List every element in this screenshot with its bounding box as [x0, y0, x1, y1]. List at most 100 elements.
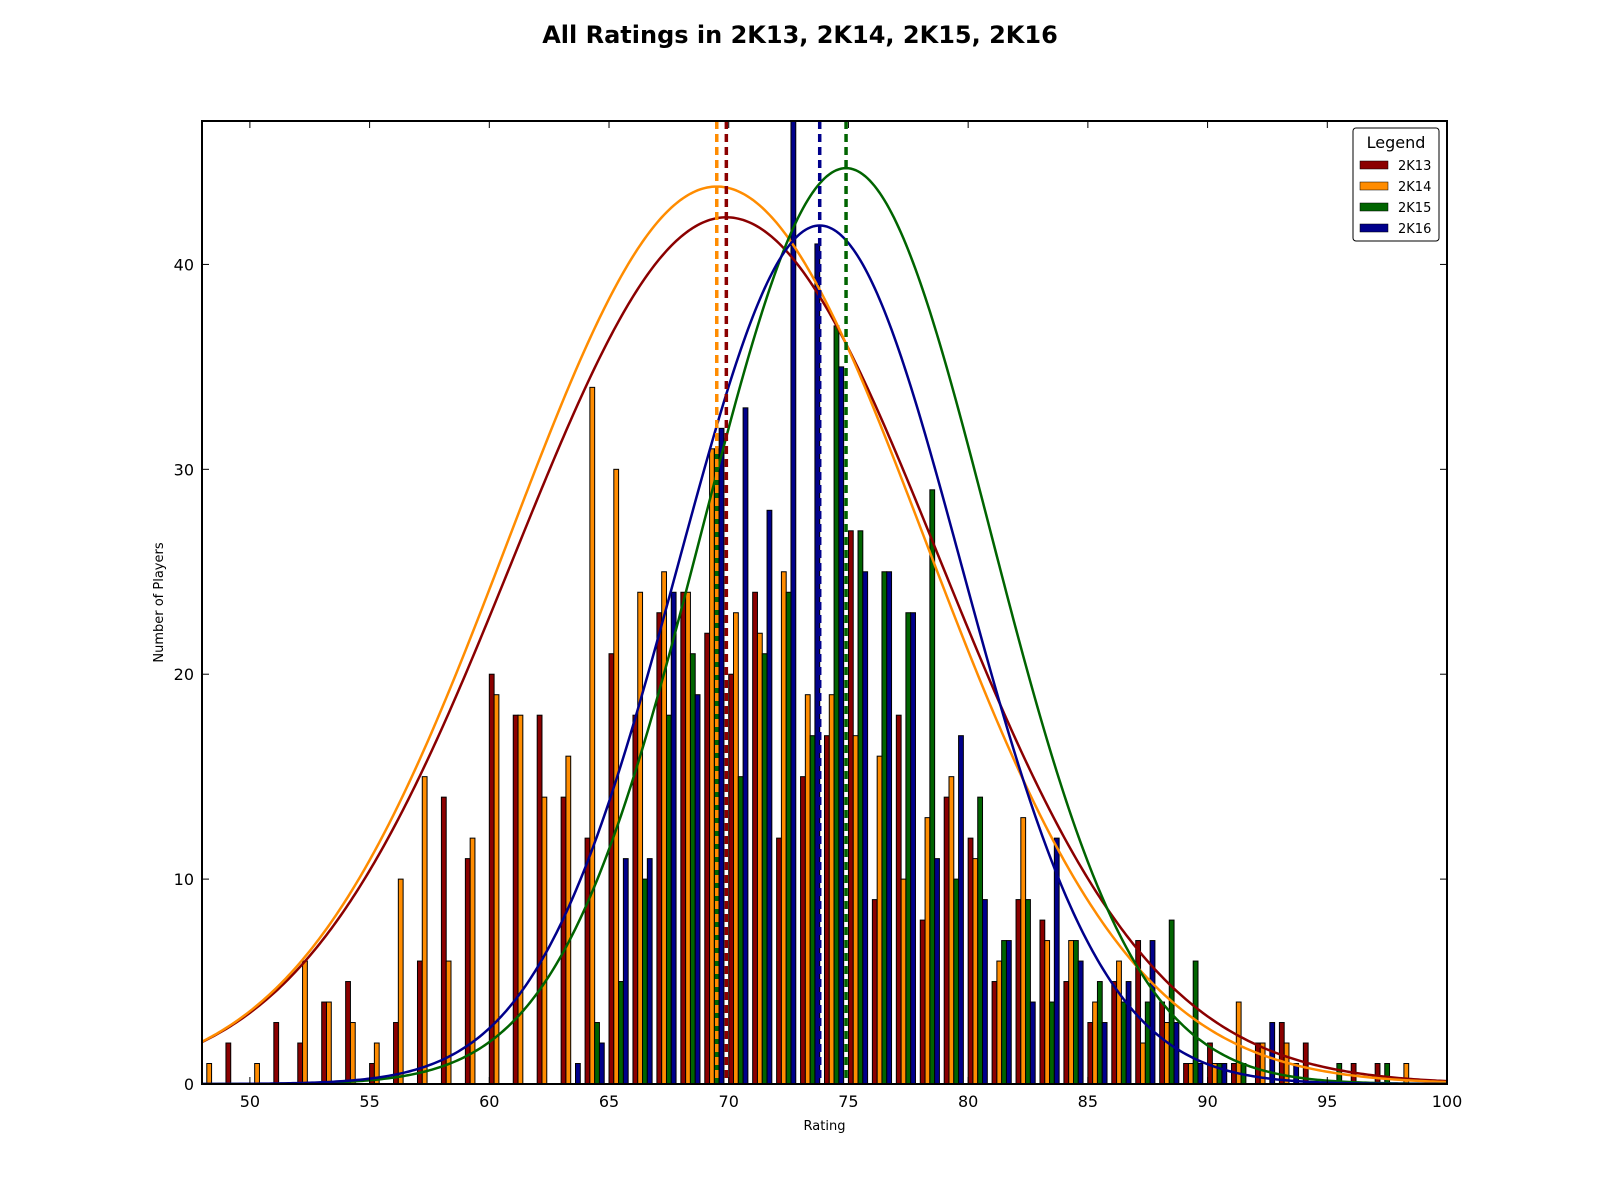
bar-2k14-rating-78: [924, 817, 931, 1084]
fit-curve-2k15: [202, 166, 1447, 1084]
bar-2k13-rating-61: [512, 714, 519, 1084]
legend-entry-2k13: 2K13: [1359, 159, 1431, 174]
bar-2k14-rating-60: [493, 694, 500, 1084]
bar-2k15-rating-73: [809, 735, 816, 1084]
bar-2k16-rating-84: [1077, 960, 1084, 1084]
bar-2k13-rating-78: [919, 919, 926, 1084]
bar-2k15-rating-85: [1096, 981, 1103, 1084]
bar-2k16-rating-79: [958, 735, 964, 1084]
bar-2k14-rating-61: [517, 714, 524, 1084]
bar-2k16-rating-63: [575, 1063, 581, 1084]
bar-2k16-rating-68: [694, 694, 701, 1084]
bar-2k13-rating-97: [1374, 1063, 1381, 1084]
bar-2k15-rating-72: [785, 591, 792, 1084]
bar-2k14-rating-64: [589, 386, 596, 1084]
bar-2k14-rating-50: [254, 1063, 260, 1084]
y-axis-ticks: 0 10 20 30 40: [174, 255, 1447, 1094]
bar-2k14-rating-76: [876, 755, 883, 1084]
bar-2k16-rating-77: [910, 612, 916, 1084]
bar-2k15-rating-75: [857, 530, 864, 1084]
bar-2k14-rating-92: [1259, 1042, 1266, 1084]
y-tick-label: 10: [174, 870, 194, 889]
bar-2k16-rating-64: [598, 1042, 605, 1084]
bar-2k16-rating-89: [1197, 1063, 1204, 1084]
bar-2k13-rating-53: [321, 1001, 327, 1084]
x-tick-label: 95: [1317, 1092, 1337, 1111]
bar-2k16-rating-69: [718, 427, 725, 1084]
x-tick-label: 60: [479, 1092, 499, 1111]
y-axis-label: Number of Players: [152, 542, 167, 662]
bar-2k13-rating-70: [728, 673, 735, 1084]
bar-2k13-rating-81: [991, 981, 998, 1084]
bar-2k14-rating-79: [948, 776, 955, 1084]
legend-label: 2K13: [1398, 159, 1431, 174]
legend-box: [1352, 127, 1440, 242]
bar-2k14-rating-70: [733, 612, 739, 1084]
legend-entry-2k15: 2K15: [1359, 201, 1431, 216]
bar-2k16-rating-90: [1221, 1063, 1228, 1084]
mean-lines-layer: [715, 121, 848, 1084]
fit-curve-2k13: [202, 216, 1447, 1083]
x-tick-label: 65: [599, 1092, 619, 1111]
bar-2k13-rating-57: [416, 960, 423, 1084]
bar-2k15-rating-74: [833, 325, 840, 1084]
bar-2k16-rating-88: [1173, 1022, 1180, 1084]
bar-2k13-rating-79: [943, 796, 950, 1084]
bar-2k14-rating-77: [900, 878, 907, 1084]
bar-2k16-rating-76: [886, 571, 893, 1084]
bars-layer: [206, 121, 1410, 1084]
bar-2k14-rating-80: [972, 858, 979, 1084]
bar-2k14-rating-68: [685, 591, 691, 1084]
y-tick-label: 30: [174, 460, 194, 479]
bar-2k16-rating-85: [1101, 1022, 1108, 1084]
bar-2k13-rating-76: [871, 899, 878, 1084]
x-tick-label: 85: [1078, 1092, 1098, 1111]
bar-2k15-rating-64: [594, 1022, 600, 1084]
legend: Legend 2K13 2K14 2K15 2K16: [1352, 127, 1440, 242]
bar-2k13-rating-64: [584, 837, 591, 1084]
bar-2k16-rating-75: [862, 571, 869, 1084]
bar-2k16-rating-87: [1149, 940, 1156, 1084]
bar-2k14-rating-69: [709, 448, 715, 1084]
bar-2k14-rating-52: [302, 960, 308, 1084]
bar-2k16-rating-71: [766, 509, 773, 1084]
bar-2k15-rating-66: [642, 878, 648, 1084]
bar-2k16-rating-78: [934, 858, 940, 1084]
bar-2k14-rating-57: [421, 776, 428, 1084]
legend-swatch: [1359, 181, 1389, 191]
legend-entry-2k14: 2K14: [1359, 180, 1431, 195]
bar-2k16-rating-86: [1125, 981, 1132, 1084]
x-tick-label: 90: [1197, 1092, 1217, 1111]
bar-2k14-rating-81: [996, 960, 1003, 1084]
bar-2k16-rating-83: [1053, 837, 1060, 1084]
bar-2k14-rating-86: [1116, 960, 1122, 1084]
bar-2k16-rating-93: [1293, 1063, 1300, 1084]
x-tick-label: 70: [719, 1092, 739, 1111]
x-tick-label: 80: [958, 1092, 978, 1111]
bar-2k14-rating-62: [541, 796, 548, 1084]
bar-2k14-rating-89: [1187, 1063, 1194, 1084]
bar-2k16-rating-66: [646, 858, 653, 1084]
bar-2k14-rating-71: [756, 632, 763, 1084]
bar-2k14-rating-58: [445, 960, 452, 1084]
bar-2k13-rating-88: [1159, 1001, 1165, 1084]
bar-2k13-rating-60: [488, 673, 495, 1084]
bar-2k13-rating-80: [967, 837, 974, 1084]
x-axis-ticks: 50 55 60 65 70 75 80 85 90 95 100: [240, 121, 1462, 1111]
x-tick-label: 75: [838, 1092, 858, 1111]
bar-2k13-rating-86: [1111, 981, 1118, 1084]
y-tick-label: 0: [184, 1075, 194, 1094]
bar-2k14-rating-63: [565, 755, 572, 1084]
bar-2k15-rating-83: [1049, 1001, 1055, 1084]
legend-title: Legend: [1367, 133, 1426, 152]
bar-2k15-rating-81: [1001, 940, 1007, 1084]
x-tick-label: 55: [359, 1092, 379, 1111]
bar-2k13-rating-62: [536, 714, 543, 1084]
bar-2k15-rating-67: [665, 714, 672, 1084]
bar-2k14-rating-98: [1403, 1063, 1410, 1084]
bar-2k15-rating-80: [977, 796, 984, 1084]
x-axis-label: Rating: [804, 1119, 846, 1134]
bar-2k14-rating-54: [349, 1022, 356, 1084]
fit-curves-layer: [202, 166, 1447, 1084]
